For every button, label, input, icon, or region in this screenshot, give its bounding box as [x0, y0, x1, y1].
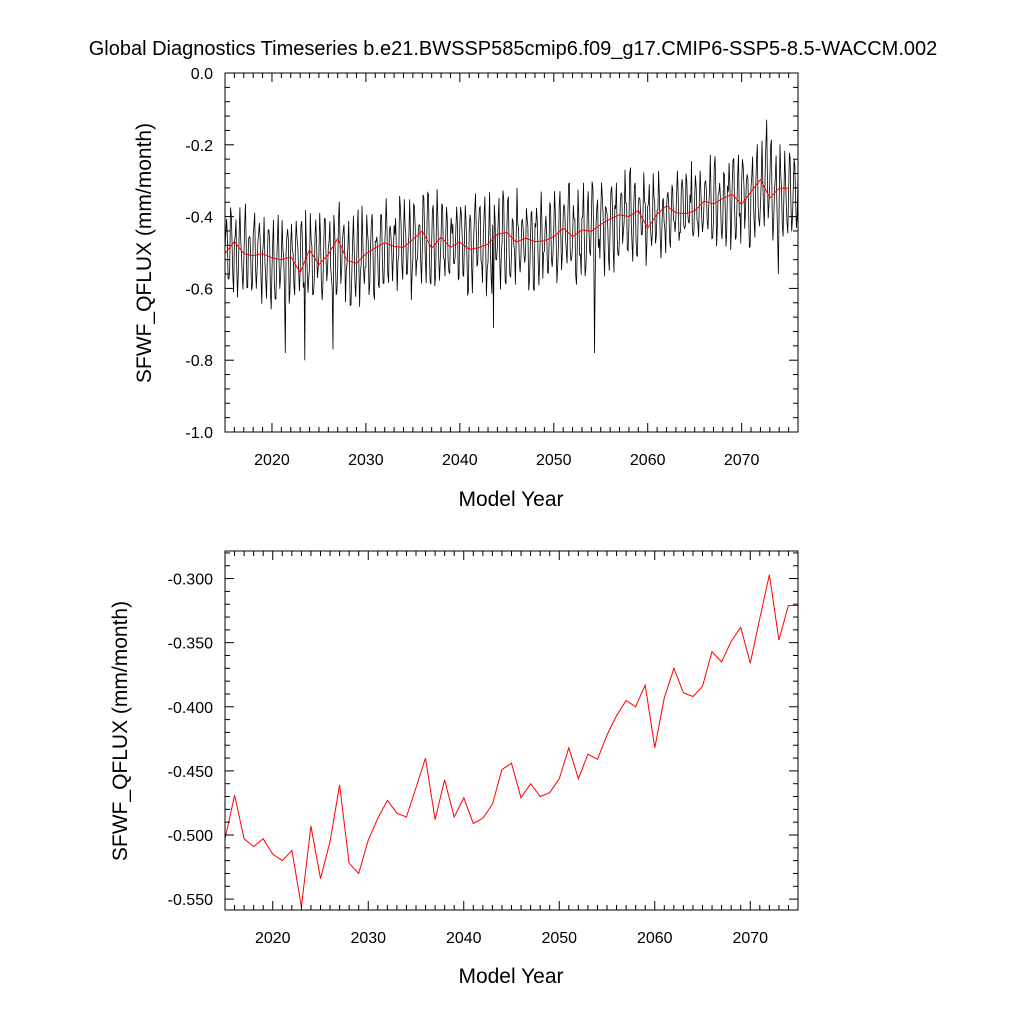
y-tick-label: -0.350 [168, 636, 213, 653]
y-tick-label: -0.550 [168, 892, 213, 909]
x-tick-label: 2030 [348, 452, 384, 469]
y-tick-label: -0.450 [168, 764, 213, 781]
y-tick-label: -0.4 [185, 210, 213, 227]
x-tick-label: 2060 [630, 452, 666, 469]
x-tick-label: 2050 [541, 930, 577, 947]
plot-frame [224, 550, 799, 911]
x-tick-label: 2020 [254, 452, 290, 469]
x-tick-label: 2020 [255, 930, 291, 947]
x-tick-label: 2070 [724, 452, 760, 469]
x-tick-label: 2040 [446, 930, 482, 947]
y-axis-label: SFWF_QFLUX (mm/month) [133, 123, 156, 383]
x-tick-label: 2060 [637, 930, 673, 947]
axis-ticks: 2020 2030 2040 2050 2060 2070 -0.300 -0.350 -0.4… [168, 551, 799, 947]
y-tick-label: -0.500 [168, 828, 213, 845]
y-tick-label: -0.8 [185, 353, 213, 370]
y-tick-label: -0.6 [185, 281, 213, 298]
series-line-annual [224, 178, 789, 274]
x-axis-label: Model Year [458, 965, 563, 988]
plot-area [224, 574, 798, 907]
figure-title: Global Diagnostics Timeseries b.e21.BWSS… [89, 38, 938, 60]
x-tick-label: 2050 [536, 452, 572, 469]
panel-annual: 2020 2030 2040 2050 2060 2070 -0.300 -0.350 -0.4… [109, 550, 799, 988]
x-axis-label: Model Year [458, 488, 563, 511]
y-axis-label: SFWF_QFLUX (mm/month) [109, 601, 132, 861]
y-tick-label: -1.0 [185, 425, 213, 442]
y-tick-label: -0.2 [185, 138, 213, 155]
series-line-monthly [224, 119, 799, 361]
plot-frame [224, 72, 799, 433]
y-tick-label: -0.400 [168, 700, 213, 717]
panel-monthly: 2020 2030 2040 2050 2060 2070 0.0 -0.2 -0.4 -0.6 -… [133, 66, 799, 511]
y-tick-label: -0.300 [168, 572, 213, 589]
y-tick-label: 0.0 [191, 66, 213, 83]
plot-area [224, 119, 799, 361]
x-tick-label: 2040 [442, 452, 478, 469]
series-line-annual [224, 574, 798, 907]
x-tick-label: 2070 [732, 930, 768, 947]
x-tick-label: 2030 [350, 930, 386, 947]
axis-ticks: 2020 2030 2040 2050 2060 2070 0.0 -0.2 -0.4 -0.6 -… [185, 66, 799, 469]
